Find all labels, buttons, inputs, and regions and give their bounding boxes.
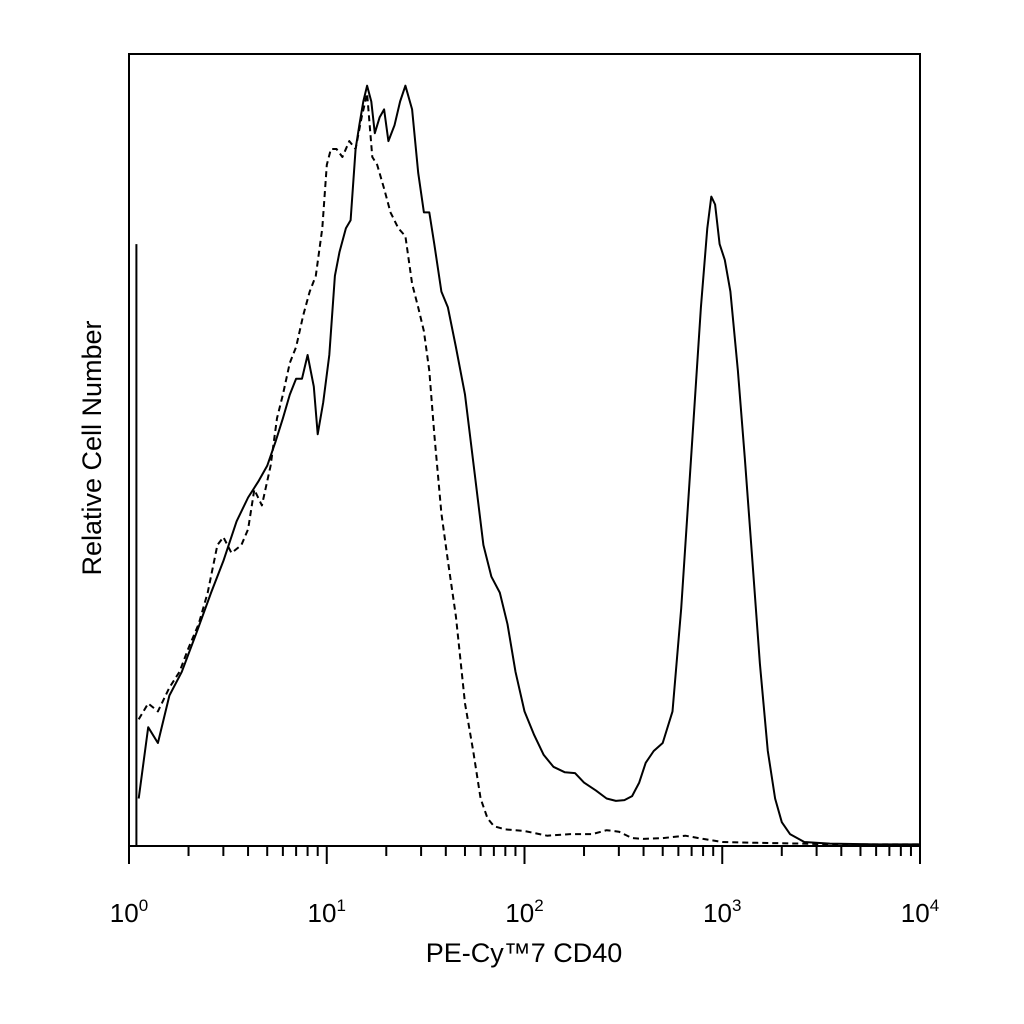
- x-tick-label: 103: [703, 896, 741, 928]
- x-tick-label: 101: [308, 896, 346, 928]
- solid-histogram-line: [137, 84, 920, 846]
- dashed-histogram-line: [137, 92, 920, 846]
- plot-frame: [128, 53, 921, 847]
- x-axis-ticks: [128, 846, 921, 864]
- y-axis-title: Relative Cell Number: [77, 320, 107, 575]
- x-tick-label: 102: [505, 896, 543, 928]
- series-layer: [135, 84, 920, 846]
- x-tick-label: 104: [901, 896, 939, 928]
- x-tick-label: 100: [110, 896, 148, 928]
- x-axis-title: PE-Cy™7 CD40: [426, 938, 623, 968]
- x-axis-tick-labels: 100 101 102 103 104: [110, 896, 939, 928]
